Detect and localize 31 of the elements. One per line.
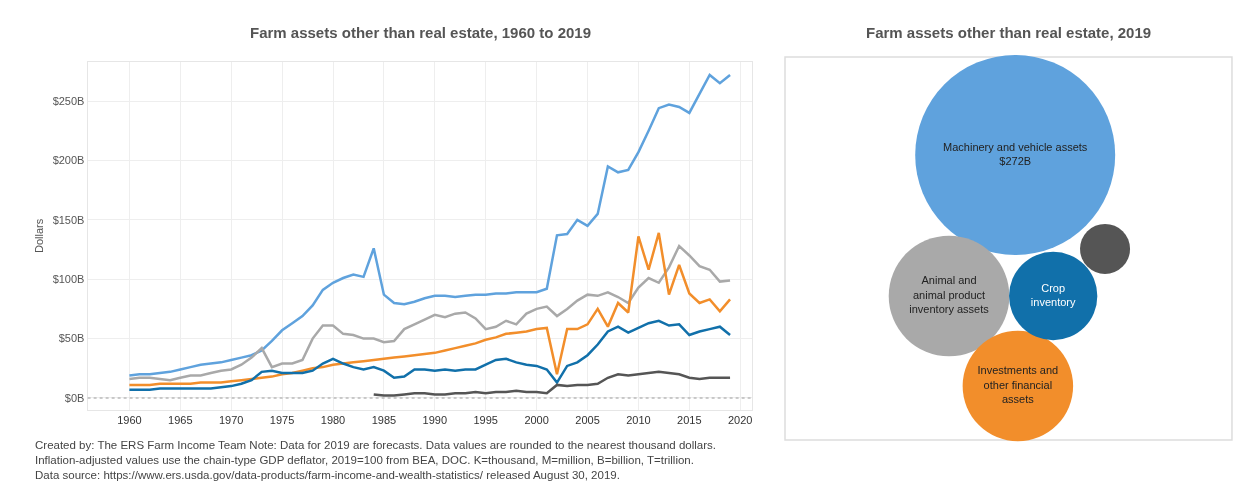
category-label: Machinery and vehicle assets [943, 140, 1088, 153]
line-series [128, 319, 732, 391]
x-tick-label: 2020 [727, 414, 753, 427]
x-tick-label: 1980 [320, 414, 346, 427]
text: Created by: The ERS Farm Income Team Note: Data for 2019 are forecasts. Data values are rounded to the nearest thousand dollars. Inflation-adjusted values use the chain-type GDP deflator, 2019=100 from BEA, DOC. K=thousand, M=million, B=billion, T=trillion. Data source: https://www.ers.usda.gov/data-products/farm-income-and-wealth-statistics/ released August 30, 2019. [35, 439, 716, 481]
x-tick-label: 1990 [422, 414, 448, 427]
x-tick-label: 1975 [269, 414, 295, 427]
data-label: $272B [999, 154, 1032, 167]
x-tick-label: 2015 [677, 414, 702, 427]
x-tick-label: 2010 [626, 414, 651, 427]
x-tick-label: 2005 [575, 414, 600, 427]
category-label: Crop inventory [1030, 281, 1076, 308]
y-tick-label: $250B [52, 94, 85, 107]
text: Farm assets other than real estate, 2019 [866, 24, 1152, 41]
x-tick-label: 2000 [524, 414, 549, 427]
line-series [128, 73, 732, 377]
chart-title: Farm assets other than real estate, 1960 to 2019 [250, 24, 592, 41]
y-tick-label: $150B [52, 213, 85, 226]
x-tick-label: 1995 [473, 414, 498, 427]
x-tick-label: 1960 [117, 414, 142, 427]
y-tick-label: $50B [58, 332, 85, 345]
line-series [372, 370, 732, 397]
y-axis-title: Dollars [33, 218, 46, 253]
y-tick-label: $100B [52, 273, 85, 286]
x-tick-label: 1985 [371, 414, 397, 427]
x-tick-label: 1965 [168, 414, 193, 427]
x-tick-label: 1970 [218, 414, 244, 427]
category-label: Investments and other financial assets [977, 364, 1059, 406]
y-tick-label: $200B [52, 154, 85, 167]
y-tick-label: $0B [64, 391, 85, 404]
category-label: Animal and animal product inventory assets [909, 274, 990, 316]
